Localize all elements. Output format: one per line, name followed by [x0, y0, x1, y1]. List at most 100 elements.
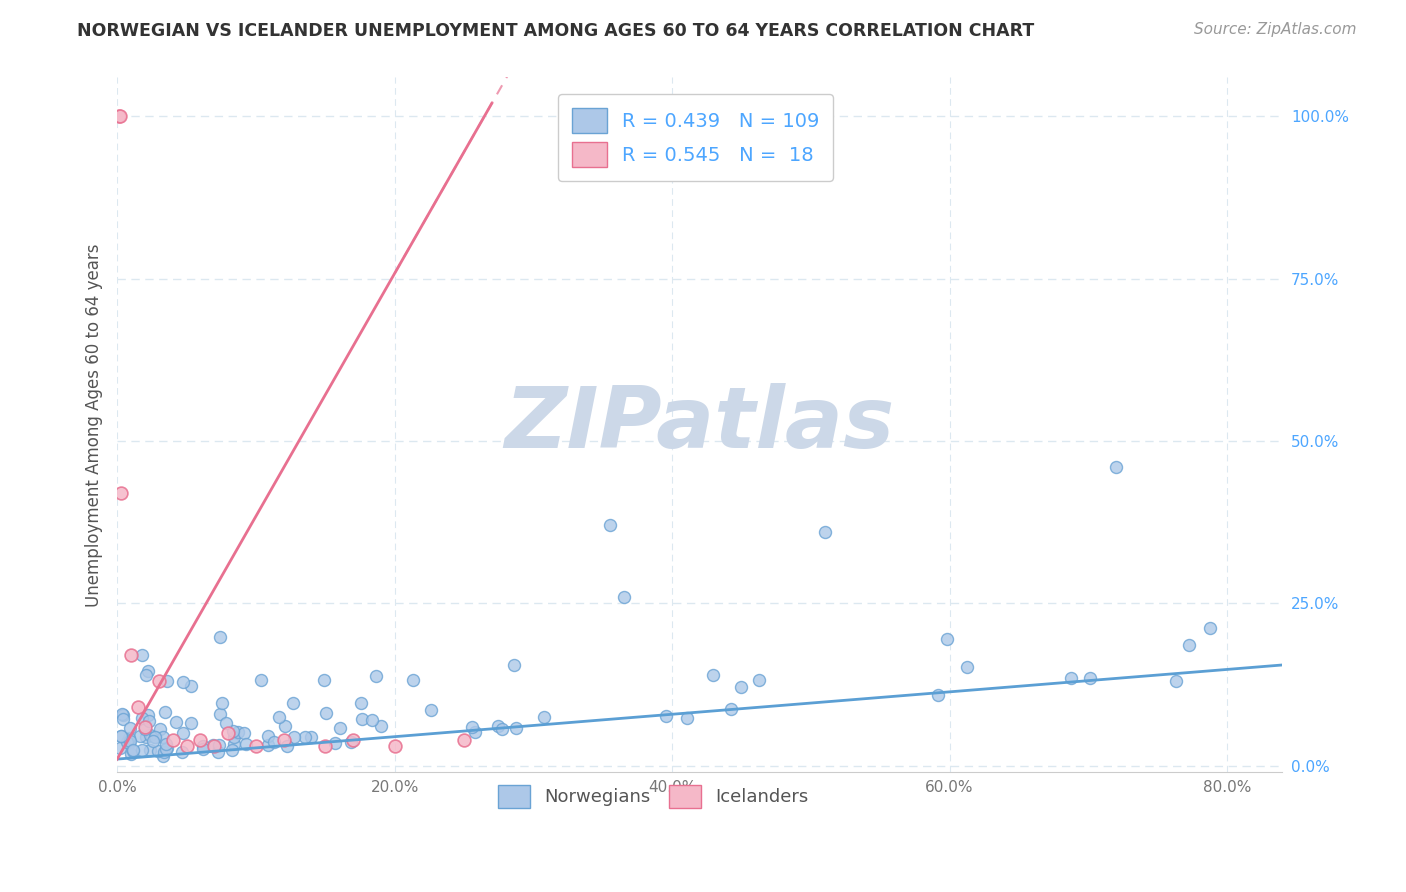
Point — [956, 659, 979, 673]
Point — [139, 728, 162, 742]
Text: ZIPatlas: ZIPatlas — [505, 384, 896, 467]
Point — [1105, 459, 1128, 474]
Point — [256, 729, 278, 743]
Point — [110, 729, 132, 743]
Point — [350, 696, 373, 710]
Point — [180, 716, 202, 731]
Point — [273, 732, 295, 747]
Point — [121, 744, 143, 758]
Point — [364, 668, 387, 682]
Legend: Norwegians, Icelanders: Norwegians, Icelanders — [491, 778, 815, 815]
Point — [127, 700, 149, 714]
Point — [360, 713, 382, 727]
Point — [143, 731, 166, 745]
Point — [149, 723, 172, 737]
Point — [245, 739, 267, 753]
Point — [257, 738, 280, 752]
Point — [599, 518, 621, 533]
Point — [122, 743, 145, 757]
Point — [193, 741, 215, 756]
Point — [180, 679, 202, 693]
Point — [329, 721, 352, 735]
Point — [120, 747, 142, 761]
Point — [1060, 671, 1083, 685]
Point — [491, 722, 513, 736]
Point — [269, 710, 291, 724]
Point — [135, 668, 157, 682]
Point — [131, 743, 153, 757]
Point — [1164, 673, 1187, 688]
Point — [1199, 620, 1222, 634]
Point — [142, 733, 165, 747]
Point — [420, 703, 443, 717]
Point — [720, 702, 742, 716]
Point — [294, 731, 316, 745]
Point — [730, 681, 752, 695]
Point — [134, 722, 156, 736]
Point — [138, 714, 160, 729]
Point — [136, 664, 159, 678]
Point — [146, 744, 169, 758]
Point — [153, 705, 176, 719]
Point — [111, 708, 134, 723]
Point — [276, 739, 298, 753]
Point — [190, 732, 212, 747]
Point — [370, 719, 392, 733]
Point — [748, 673, 770, 687]
Point — [299, 730, 322, 744]
Point — [131, 648, 153, 662]
Point — [283, 730, 305, 744]
Point — [172, 726, 194, 740]
Point — [176, 739, 198, 753]
Point — [340, 735, 363, 749]
Point — [172, 675, 194, 690]
Point — [655, 708, 678, 723]
Point — [281, 696, 304, 710]
Point — [138, 707, 160, 722]
Point — [152, 748, 174, 763]
Text: Source: ZipAtlas.com: Source: ZipAtlas.com — [1194, 22, 1357, 37]
Point — [486, 719, 509, 733]
Point — [814, 524, 837, 539]
Point — [1178, 638, 1201, 652]
Point — [129, 729, 152, 743]
Point — [191, 739, 214, 754]
Point — [314, 739, 336, 753]
Point — [118, 735, 141, 749]
Point — [211, 696, 233, 710]
Point — [118, 722, 141, 736]
Point — [162, 732, 184, 747]
Point — [170, 745, 193, 759]
Point — [935, 632, 957, 646]
Point — [352, 712, 374, 726]
Point — [612, 590, 634, 604]
Y-axis label: Unemployment Among Ages 60 to 64 years: Unemployment Among Ages 60 to 64 years — [86, 243, 103, 607]
Point — [505, 722, 527, 736]
Point — [120, 648, 142, 663]
Point — [314, 673, 336, 687]
Point — [342, 732, 364, 747]
Point — [250, 673, 273, 688]
Point — [134, 720, 156, 734]
Point — [110, 730, 132, 744]
Point — [221, 743, 243, 757]
Point — [110, 486, 132, 500]
Text: NORWEGIAN VS ICELANDER UNEMPLOYMENT AMONG AGES 60 TO 64 YEARS CORRELATION CHART: NORWEGIAN VS ICELANDER UNEMPLOYMENT AMON… — [77, 22, 1035, 40]
Point — [202, 739, 225, 753]
Point — [323, 736, 346, 750]
Point — [402, 673, 425, 687]
Point — [207, 745, 229, 759]
Point — [384, 739, 406, 753]
Point — [315, 706, 337, 721]
Point — [143, 731, 166, 745]
Point — [139, 743, 162, 757]
Point — [274, 719, 297, 733]
Point — [107, 109, 129, 123]
Point — [461, 720, 484, 734]
Point — [226, 725, 249, 739]
Point — [135, 730, 157, 744]
Point — [233, 726, 256, 740]
Point — [222, 737, 245, 751]
Point — [165, 715, 187, 730]
Point — [208, 738, 231, 752]
